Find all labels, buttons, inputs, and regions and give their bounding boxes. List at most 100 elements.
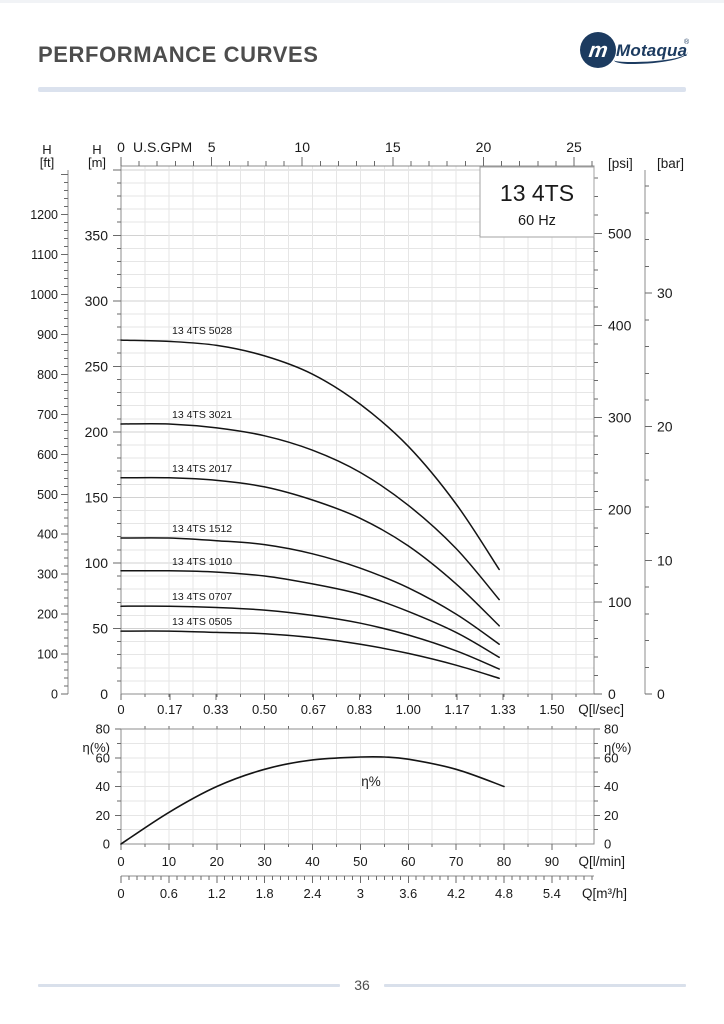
model-name: 13 4TS xyxy=(500,180,574,206)
curve-eta xyxy=(120,755,505,845)
tick-label: 20 xyxy=(476,139,492,155)
tick-label: 300 xyxy=(608,410,632,426)
model-box-frame xyxy=(479,166,595,238)
tick-label: 40 xyxy=(96,779,110,794)
curve-13-4TS-2017 xyxy=(120,476,500,627)
tick-label: 10 xyxy=(162,854,176,869)
registered-mark: ® xyxy=(684,39,690,46)
curve-label-13-4TS-0707: 13 4TS 0707 xyxy=(172,591,232,603)
eta-curve: η% xyxy=(120,755,505,845)
tick-label: 0.33 xyxy=(203,702,228,717)
tick-label: 20 xyxy=(96,808,110,823)
eff-grid xyxy=(121,726,594,844)
tick-label: 1200 xyxy=(30,208,58,222)
tick-label: 60 xyxy=(96,750,110,765)
tick-label: 70 xyxy=(449,854,463,869)
logo-wordmark: Motaqua xyxy=(616,41,688,60)
tick-label: 25 xyxy=(566,139,582,155)
tick-label: 0 xyxy=(657,686,665,702)
tick-label: 80 xyxy=(96,722,110,737)
tick-label: 5.4 xyxy=(543,886,561,901)
axis-m3h: 0 0.6 1.2 1.8 2.4 3 3.6 4.2 4.8 5.4 Q[m³/h] xyxy=(117,875,627,901)
main-chart: 0 5 10 15 20 25U.S.GPM050100150200250300350H[… xyxy=(30,139,684,717)
tick-label: 500 xyxy=(608,225,632,241)
tick-label: 5 xyxy=(208,139,216,155)
tick-label: 200 xyxy=(608,502,632,518)
axis-unit-usgpm: U.S.GPM xyxy=(133,139,192,155)
curve-13-4TS-1010 xyxy=(120,569,500,659)
curve-label-13-4TS-1010: 13 4TS 1010 xyxy=(172,556,232,568)
axis-title-h-ft: H xyxy=(42,142,51,157)
tick-label: 150 xyxy=(85,489,109,505)
tick-label: 0.50 xyxy=(252,702,277,717)
tick-label: 500 xyxy=(37,488,58,502)
curve-label-13-4TS-5028: 13 4TS 5028 xyxy=(172,325,232,337)
axis-right-bar: 0 10 20 30 [bar] xyxy=(644,156,684,702)
tick-label: 40 xyxy=(305,854,319,869)
tick-label: 60 xyxy=(604,750,618,765)
tick-label: 1.33 xyxy=(490,702,515,717)
model-title-box: 13 4TS 60 Hz xyxy=(479,166,595,238)
tick-label: 200 xyxy=(37,608,58,622)
tick-label: 100 xyxy=(85,555,109,571)
tick-label: 1.2 xyxy=(208,886,226,901)
tick-label: 250 xyxy=(85,358,109,374)
page-title: PERFORMANCE CURVES xyxy=(38,42,319,67)
footer: 36 xyxy=(38,975,687,995)
tick-label: 50 xyxy=(92,620,108,636)
tick-label: 200 xyxy=(85,424,109,440)
axis-left-m: 0 50 100 150 200 250 300 350 H[m] xyxy=(85,142,121,702)
tick-label: 1100 xyxy=(31,248,58,262)
axis-unit-eta-right: η(%) xyxy=(604,740,631,755)
axis-eff-right: 0 20 40 60 80 η(%) xyxy=(594,722,631,852)
tick-label: 80 xyxy=(604,722,618,737)
tick-label: 0.6 xyxy=(160,886,178,901)
tick-label: 0 xyxy=(100,686,108,702)
tick-label: 10 xyxy=(294,139,310,155)
curve-label-13-4TS-1512: 13 4TS 1512 xyxy=(172,523,232,535)
tick-label: 4.8 xyxy=(495,886,513,901)
axis-eff-left: 0 20 40 60 80 η(%) xyxy=(83,722,121,852)
tick-label: 2.4 xyxy=(303,886,321,901)
tick-label: 350 xyxy=(85,227,109,243)
tick-label: 100 xyxy=(608,594,632,610)
tick-label: 900 xyxy=(37,328,58,342)
curve-13-4TS-5028 xyxy=(120,339,500,571)
main-grid xyxy=(121,166,594,694)
tick-label: 0.83 xyxy=(347,702,372,717)
tick-label: 0.17 xyxy=(157,702,182,717)
tick-label: 30 xyxy=(657,285,673,301)
curve-label-13-4TS-3021: 13 4TS 3021 xyxy=(172,409,232,421)
header-divider xyxy=(38,87,686,92)
axis-title-h-ft: [ft] xyxy=(40,155,54,170)
axis-unit-lmin: Q[l/min] xyxy=(578,854,625,869)
logo-swoosh xyxy=(614,48,688,64)
tick-label: 1.8 xyxy=(256,886,274,901)
tick-label: 300 xyxy=(85,293,109,309)
tick-label: 100 xyxy=(37,648,58,662)
tick-label: 400 xyxy=(608,317,632,333)
model-frequency: 60 Hz xyxy=(518,213,556,229)
head-curves: 13 4TS 5028 13 4TS 3021 13 4TS 2017 13 4TS … xyxy=(120,325,500,680)
motaqua-logo-icon: m xyxy=(580,32,616,68)
tick-label: 60 xyxy=(401,854,415,869)
tick-label: 80 xyxy=(497,854,511,869)
footer-rule-right xyxy=(383,983,687,987)
axis-unit-m3h: Q[m³/h] xyxy=(582,886,627,901)
curve-13-4TS-0707 xyxy=(120,605,500,670)
tick-label: 400 xyxy=(37,528,58,542)
tick-label: 20 xyxy=(657,419,673,435)
curve-13-4TS-3021 xyxy=(120,422,500,601)
curve-label-13-4TS-0505: 13 4TS 0505 xyxy=(172,616,232,628)
axis-unit-bar: [bar] xyxy=(657,156,684,171)
axis-unit-psi: [psi] xyxy=(608,156,633,171)
axis-right-psi: 0 100 200 300 400 500 [psi] xyxy=(594,156,633,702)
motaqua-logo: m Motaqua ® xyxy=(580,30,692,72)
axis-title-h-m: H xyxy=(92,142,101,157)
tick-label: 800 xyxy=(37,368,58,382)
tick-label: 50 xyxy=(353,854,367,869)
axis-unit-eta-left: η(%) xyxy=(83,740,110,755)
